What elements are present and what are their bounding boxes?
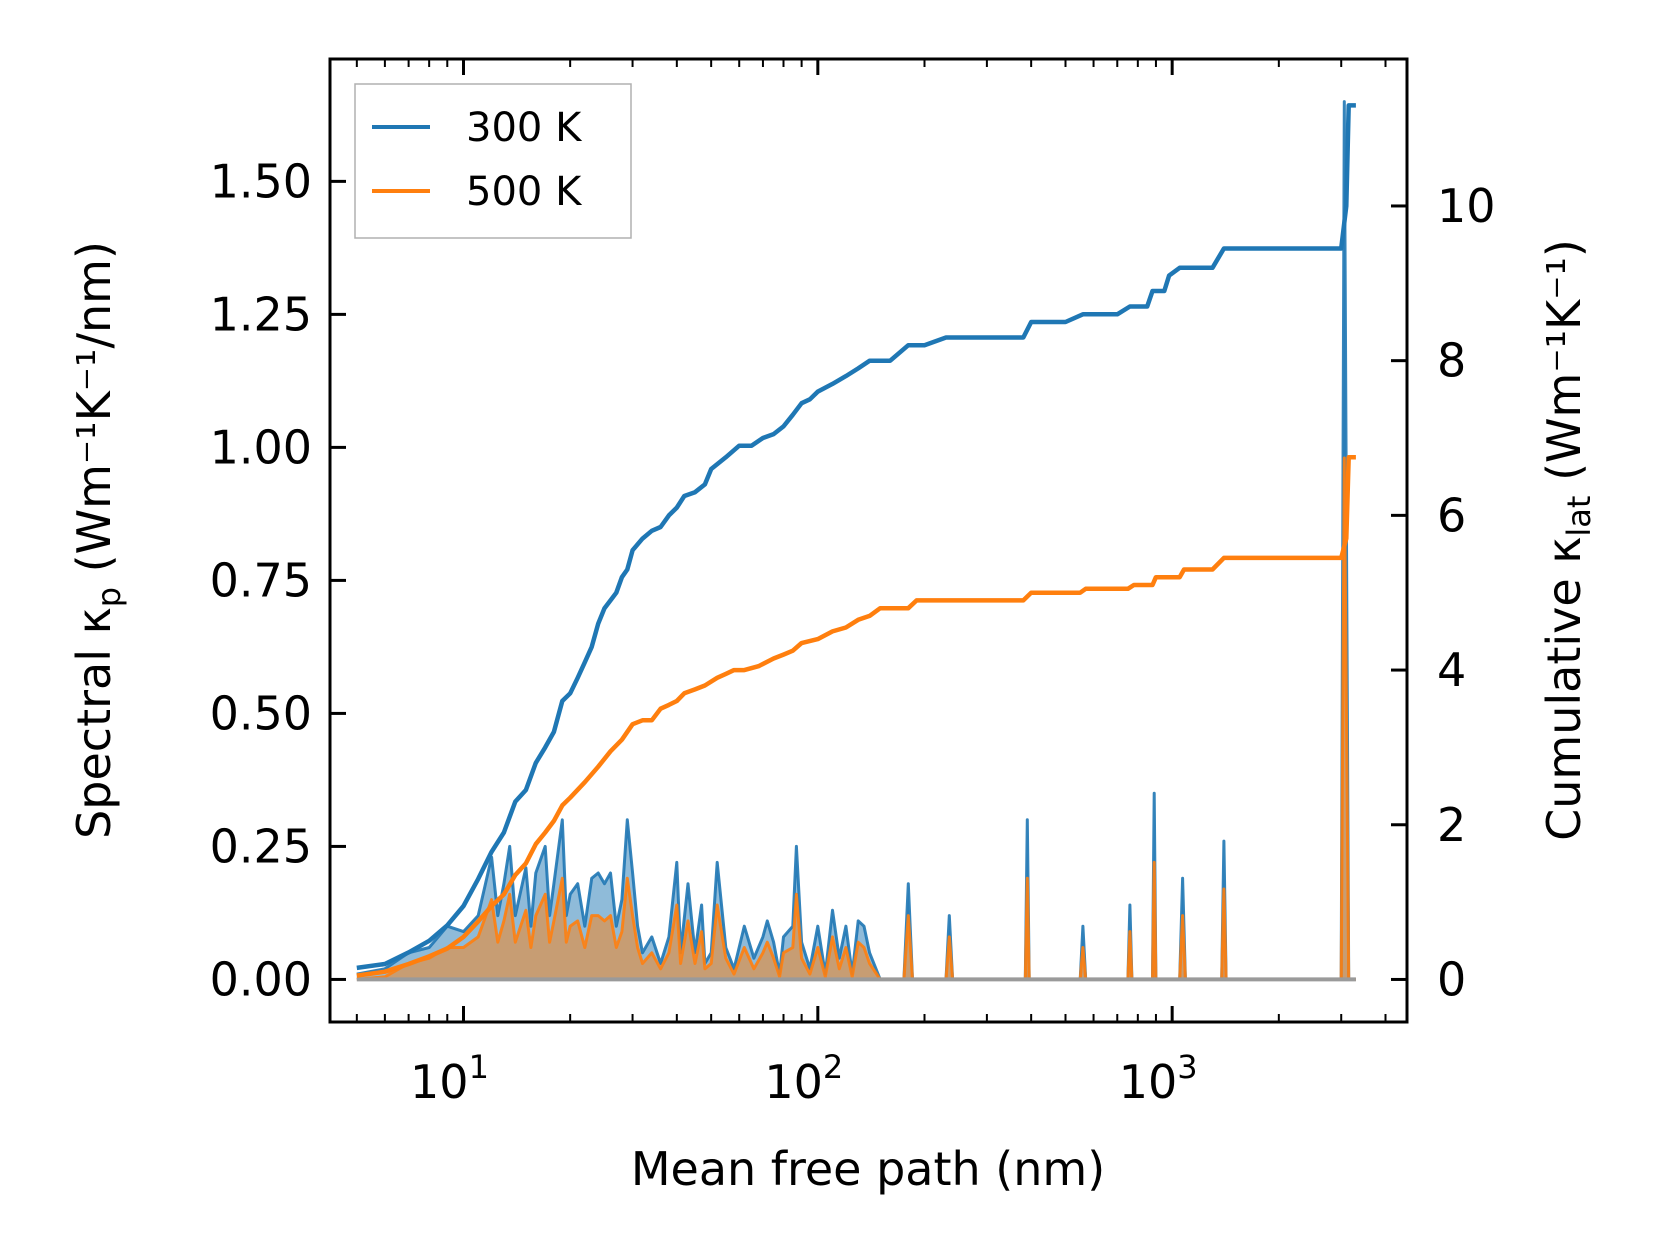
- y-right-tick-label: 4: [1437, 643, 1466, 697]
- y-left-tick-label: 1.00: [210, 420, 312, 474]
- y-left-tick-label: 1.50: [210, 154, 312, 208]
- y-left-tick-label: 0.75: [210, 553, 312, 607]
- y-left-tick-label: 0.50: [210, 686, 312, 740]
- y-left-axis-label: Spectral κp (Wm⁻¹K⁻¹/nm): [67, 241, 128, 839]
- x-tick-label: 102: [764, 1048, 843, 1109]
- y-right-tick-label: 0: [1437, 952, 1466, 1006]
- legend-frame: [354, 83, 632, 239]
- legend-label-300k: 300 K: [466, 105, 583, 151]
- cumulative-line-500k: [356, 455, 1356, 978]
- legend-label-500k: 500 K: [466, 169, 583, 215]
- x-axis-label: Mean free path (nm): [631, 1142, 1105, 1196]
- y-right-tick-label: 6: [1437, 488, 1466, 542]
- x-tick-label: 103: [1119, 1048, 1198, 1109]
- legend: 300 K 500 K: [354, 83, 632, 239]
- x-tick-label: 101: [410, 1048, 489, 1109]
- y-right-axis-label: Cumulative κlat (Wm⁻¹K⁻¹): [1537, 239, 1598, 841]
- cumulative-line-300k: [356, 103, 1356, 971]
- plot-frame: [328, 57, 1409, 1024]
- y-left-tick-label: 1.25: [210, 287, 312, 341]
- y-right-tick-label: 10: [1437, 179, 1496, 233]
- y-left-tick-label: 0.25: [210, 819, 312, 873]
- y-left-tick-label: 0.00: [210, 952, 312, 1006]
- y-right-tick-label: 8: [1437, 334, 1466, 388]
- y-right-tick-label: 2: [1437, 798, 1466, 852]
